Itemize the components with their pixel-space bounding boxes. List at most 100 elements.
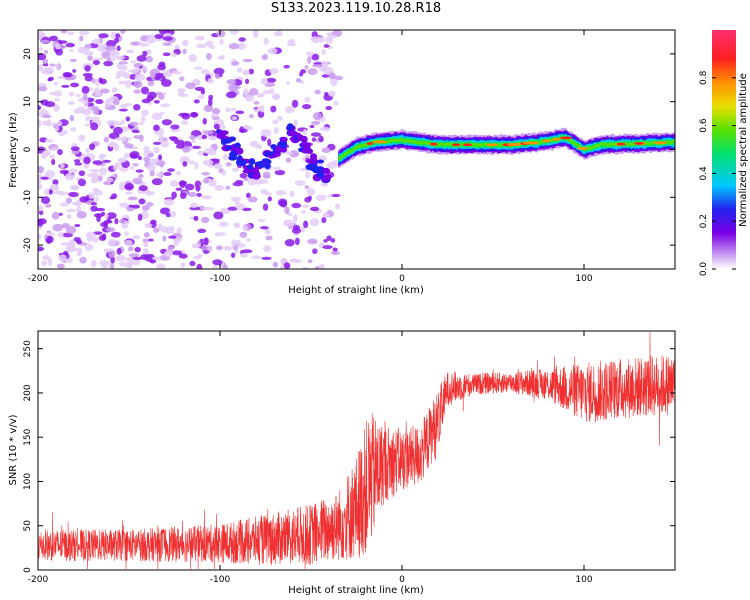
- noise-blob: [134, 246, 141, 253]
- noise-blob: [124, 239, 133, 246]
- noise-blob: [176, 227, 182, 234]
- noise-blob: [321, 216, 327, 224]
- noise-blob: [94, 196, 99, 203]
- noise-blob: [83, 197, 89, 202]
- signal-hotspot: [657, 141, 667, 145]
- noise-blob: [304, 96, 311, 103]
- noise-blob: [201, 195, 212, 200]
- noise-blob: [193, 255, 202, 260]
- noise-blob: [90, 122, 99, 131]
- noise-blob: [57, 40, 68, 44]
- signal-hotspot: [634, 142, 644, 145]
- noise-blob: [303, 128, 308, 135]
- noise-blob: [204, 148, 213, 154]
- noise-blob: [139, 42, 150, 47]
- noise-blob: [175, 236, 182, 243]
- noise-blob: [131, 259, 141, 266]
- noise-blob: [87, 55, 93, 61]
- noise-blob: [158, 134, 164, 142]
- noise-blob: [249, 141, 259, 147]
- noise-blob: [207, 78, 214, 84]
- noise-blob: [212, 108, 221, 115]
- noise-blob: [191, 145, 202, 150]
- noise-blob: [97, 175, 103, 182]
- noise-blob: [213, 123, 220, 130]
- diagonal-blob: [300, 135, 308, 143]
- noise-blob: [75, 93, 81, 97]
- colorbar-tick-label: 0.8: [699, 70, 709, 85]
- diagonal-blob: [252, 167, 260, 175]
- noise-blob: [103, 220, 113, 224]
- noise-blob: [83, 51, 94, 56]
- noise-blob: [318, 67, 327, 72]
- noise-blob: [217, 55, 224, 60]
- noise-blob: [267, 138, 272, 147]
- noise-blob: [230, 107, 237, 112]
- noise-blob: [261, 256, 272, 260]
- noise-blob: [38, 246, 45, 252]
- noise-blob: [206, 52, 212, 61]
- noise-blob: [103, 136, 109, 143]
- noise-blob: [41, 260, 48, 266]
- noise-blob: [109, 54, 117, 58]
- noise-blob: [315, 194, 327, 201]
- noise-blob: [85, 148, 90, 154]
- noise-blob: [251, 255, 262, 260]
- noise-blob: [301, 204, 310, 208]
- noise-blob: [207, 98, 213, 107]
- noise-blob: [310, 132, 322, 137]
- noise-blob: [129, 151, 140, 159]
- noise-blob: [321, 48, 326, 56]
- noise-blob: [193, 99, 200, 104]
- noise-blob: [103, 60, 114, 67]
- noise-blob: [40, 176, 49, 180]
- noise-blob: [83, 156, 91, 165]
- noise-blob: [203, 237, 209, 246]
- chart-title: S133.2023.119.10.28.R18: [270, 1, 442, 16]
- noise-blob: [124, 80, 132, 88]
- signal-hotspot: [522, 141, 539, 145]
- noise-blob: [309, 124, 315, 129]
- noise-blob: [143, 145, 150, 153]
- noise-blob: [305, 171, 311, 179]
- noise-blob: [307, 55, 312, 64]
- noise-blob: [118, 108, 128, 112]
- noise-blob: [291, 202, 302, 209]
- noise-blob: [231, 196, 242, 202]
- noise-blob: [115, 75, 121, 79]
- noise-blob: [190, 112, 199, 117]
- noise-blob: [284, 206, 290, 214]
- noise-blob: [162, 36, 173, 41]
- noise-blob: [101, 51, 111, 59]
- noise-blob: [67, 31, 75, 36]
- noise-blob: [309, 36, 321, 42]
- noise-blob: [74, 223, 81, 228]
- noise-blob: [101, 211, 106, 217]
- noise-blob: [58, 212, 63, 216]
- diagonal-blob: [279, 146, 287, 153]
- noise-blob: [175, 187, 183, 191]
- noise-blob: [152, 141, 162, 145]
- noise-blob: [57, 76, 66, 80]
- noise-blob: [99, 78, 107, 85]
- y-tick-label: -10: [23, 190, 33, 205]
- noise-blob: [169, 225, 175, 234]
- noise-blob: [68, 168, 78, 173]
- noise-blob: [242, 88, 249, 96]
- x-tick-label: -100: [210, 274, 231, 284]
- signal-hotspot: [559, 136, 573, 140]
- y-tick-label: 150: [23, 428, 33, 445]
- noise-blob: [83, 47, 90, 52]
- noise-blob: [267, 47, 278, 55]
- snr-xlabel: Height of straight line (km): [288, 585, 424, 596]
- noise-blob: [203, 130, 214, 135]
- noise-blob: [293, 119, 298, 127]
- noise-blob: [203, 177, 209, 184]
- noise-blob: [92, 160, 103, 165]
- noise-blob: [60, 30, 68, 34]
- noise-blob: [58, 254, 67, 262]
- noise-blob: [40, 196, 51, 205]
- noise-blob: [142, 204, 150, 211]
- noise-blob: [78, 134, 86, 142]
- noise-blob: [245, 78, 250, 85]
